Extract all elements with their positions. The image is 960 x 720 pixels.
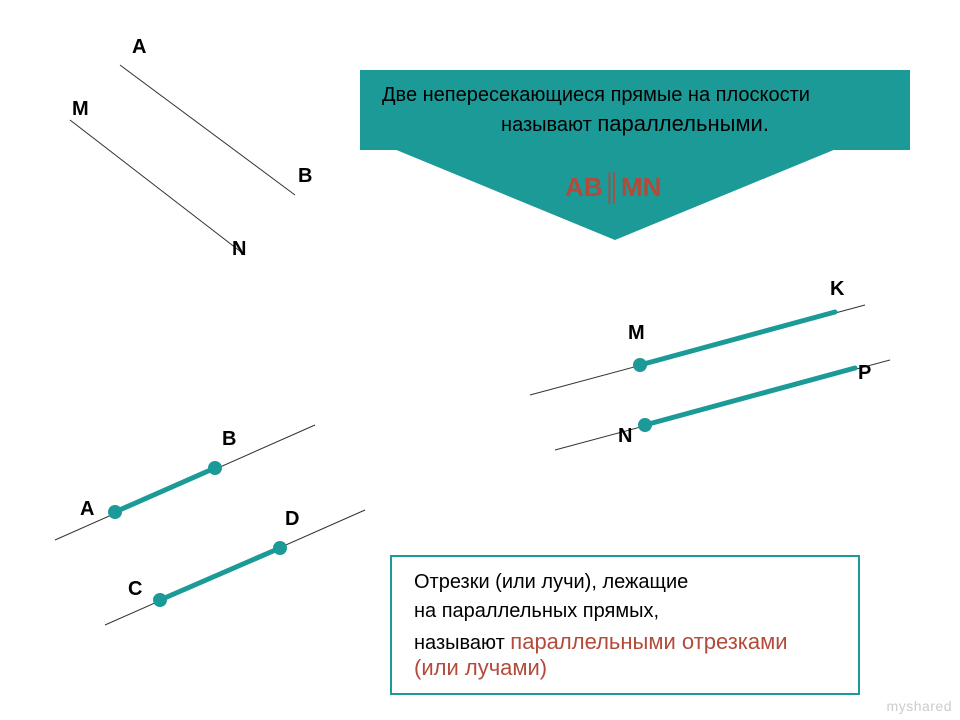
label-A-fig2: A xyxy=(80,498,94,521)
label-A-fig1: A xyxy=(132,36,146,59)
def1-line2-prefix: называют xyxy=(501,114,597,136)
def2-line1: Отрезки (или лучи), лежащие xyxy=(414,571,688,593)
label-K-fig3: K xyxy=(830,278,844,301)
label-B-fig2: B xyxy=(222,428,236,451)
parallel-notation: AB║MN xyxy=(565,172,661,203)
label-N-fig3: N xyxy=(618,425,632,448)
definition-box-2: Отрезки (или лучи), лежащие на параллель… xyxy=(390,555,860,695)
def1-line1: Две непересекающиеся прямые на плоскости xyxy=(382,84,810,106)
label-C-fig2: C xyxy=(128,578,142,601)
def2-line3-prefix: называют xyxy=(414,632,510,654)
def1-line2-emph: параллельными. xyxy=(597,111,769,136)
def2-line2: на параллельных прямых, xyxy=(414,600,659,622)
label-P-fig3: P xyxy=(858,362,871,385)
watermark: myshared xyxy=(887,698,952,714)
label-M-fig3: M xyxy=(628,322,645,345)
label-B-fig1: B xyxy=(298,165,312,188)
label-N-fig1: N xyxy=(232,238,246,261)
definition-box-1: Две непересекающиеся прямые на плоскости… xyxy=(360,70,910,150)
label-D-fig2: D xyxy=(285,508,299,531)
label-M-fig1: M xyxy=(72,98,89,121)
